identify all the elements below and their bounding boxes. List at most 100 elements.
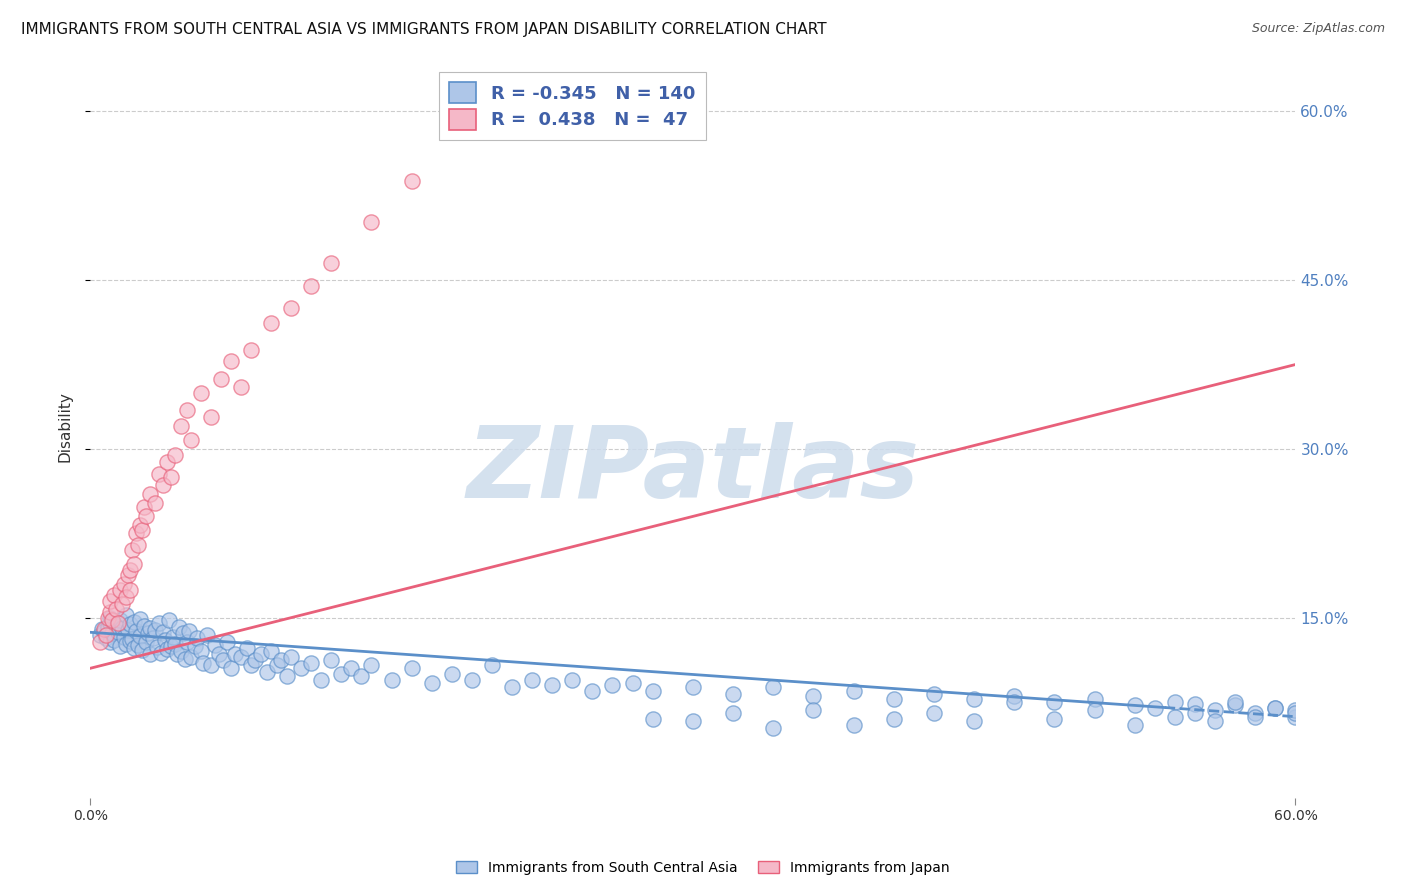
Point (93, 622, 115, 636)
Point (1084, 691, 1107, 706)
Point (163, 636, 186, 650)
Point (440, 667, 463, 681)
Point (167, 620, 190, 634)
Point (112, 577, 135, 591)
Point (360, 657, 382, 672)
Point (401, 174, 423, 188)
Point (127, 638, 149, 652)
Point (180, 433, 202, 447)
Point (115, 636, 138, 650)
Point (1184, 698, 1206, 712)
Point (290, 661, 312, 675)
Point (200, 410, 222, 425)
Point (1002, 695, 1025, 709)
Point (641, 683, 664, 698)
Point (135, 509, 157, 524)
Point (107, 616, 129, 631)
Point (1204, 703, 1226, 717)
Point (124, 557, 146, 571)
Point (520, 673, 543, 687)
Point (121, 543, 143, 558)
Point (1284, 703, 1306, 717)
Point (195, 627, 218, 641)
Point (299, 656, 322, 670)
Point (239, 657, 262, 672)
Point (163, 448, 186, 462)
Point (124, 641, 146, 656)
Point (127, 537, 149, 551)
Point (1043, 712, 1066, 726)
Point (762, 681, 785, 695)
Point (139, 621, 162, 635)
Point (243, 653, 266, 667)
Point (215, 635, 238, 649)
Point (97, 610, 120, 624)
Point (117, 568, 139, 582)
Point (172, 626, 194, 640)
Point (1184, 706, 1206, 721)
Point (1225, 698, 1247, 713)
Point (110, 613, 132, 627)
Point (922, 687, 945, 701)
Point (176, 402, 198, 417)
Point (143, 496, 166, 510)
Point (229, 650, 252, 665)
Point (621, 676, 644, 690)
Point (138, 626, 160, 640)
Point (111, 621, 134, 635)
Point (420, 676, 443, 690)
Point (103, 633, 125, 648)
Point (682, 681, 704, 695)
Point (145, 640, 167, 654)
Point (602, 678, 624, 692)
Point (115, 608, 138, 623)
Point (561, 673, 583, 687)
Point (211, 653, 233, 667)
Point (1084, 703, 1107, 717)
Point (159, 470, 181, 484)
Point (159, 639, 181, 653)
Point (256, 665, 278, 679)
Legend: R = -0.345   N = 140, R =  0.438   N =  47: R = -0.345 N = 140, R = 0.438 N = 47 (439, 71, 706, 140)
Text: IMMIGRANTS FROM SOUTH CENTRAL ASIA VS IMMIGRANTS FROM JAPAN DISABILITY CORRELATI: IMMIGRANTS FROM SOUTH CENTRAL ASIA VS IM… (21, 22, 827, 37)
Point (1043, 695, 1066, 709)
Point (963, 714, 986, 728)
Point (105, 618, 128, 632)
Point (98, 635, 121, 649)
Point (191, 656, 214, 670)
Point (204, 638, 226, 652)
Point (96, 631, 118, 645)
Point (103, 588, 125, 602)
Point (124, 615, 146, 629)
Point (89, 627, 111, 641)
Point (157, 613, 180, 627)
Point (280, 301, 302, 316)
Point (481, 657, 503, 672)
Point (1284, 709, 1306, 723)
Point (129, 518, 152, 533)
Point (155, 455, 177, 469)
Text: Source: ZipAtlas.com: Source: ZipAtlas.com (1251, 22, 1385, 36)
Point (180, 650, 202, 665)
Point (139, 487, 162, 501)
Point (1002, 690, 1025, 704)
Point (380, 673, 402, 687)
Point (1225, 695, 1247, 709)
Point (1244, 709, 1267, 723)
Point (883, 691, 905, 706)
Point (186, 631, 208, 645)
Legend: Immigrants from South Central Asia, Immigrants from Japan: Immigrants from South Central Asia, Immi… (450, 855, 956, 880)
Point (98, 594, 121, 608)
Point (148, 616, 170, 631)
Point (97, 620, 120, 634)
Point (762, 721, 785, 735)
Point (461, 673, 484, 687)
Point (101, 626, 124, 640)
Point (208, 647, 231, 661)
Point (200, 657, 222, 672)
Point (129, 629, 152, 643)
Point (641, 712, 664, 726)
Point (98, 610, 121, 624)
Point (176, 635, 198, 649)
Point (340, 661, 363, 675)
